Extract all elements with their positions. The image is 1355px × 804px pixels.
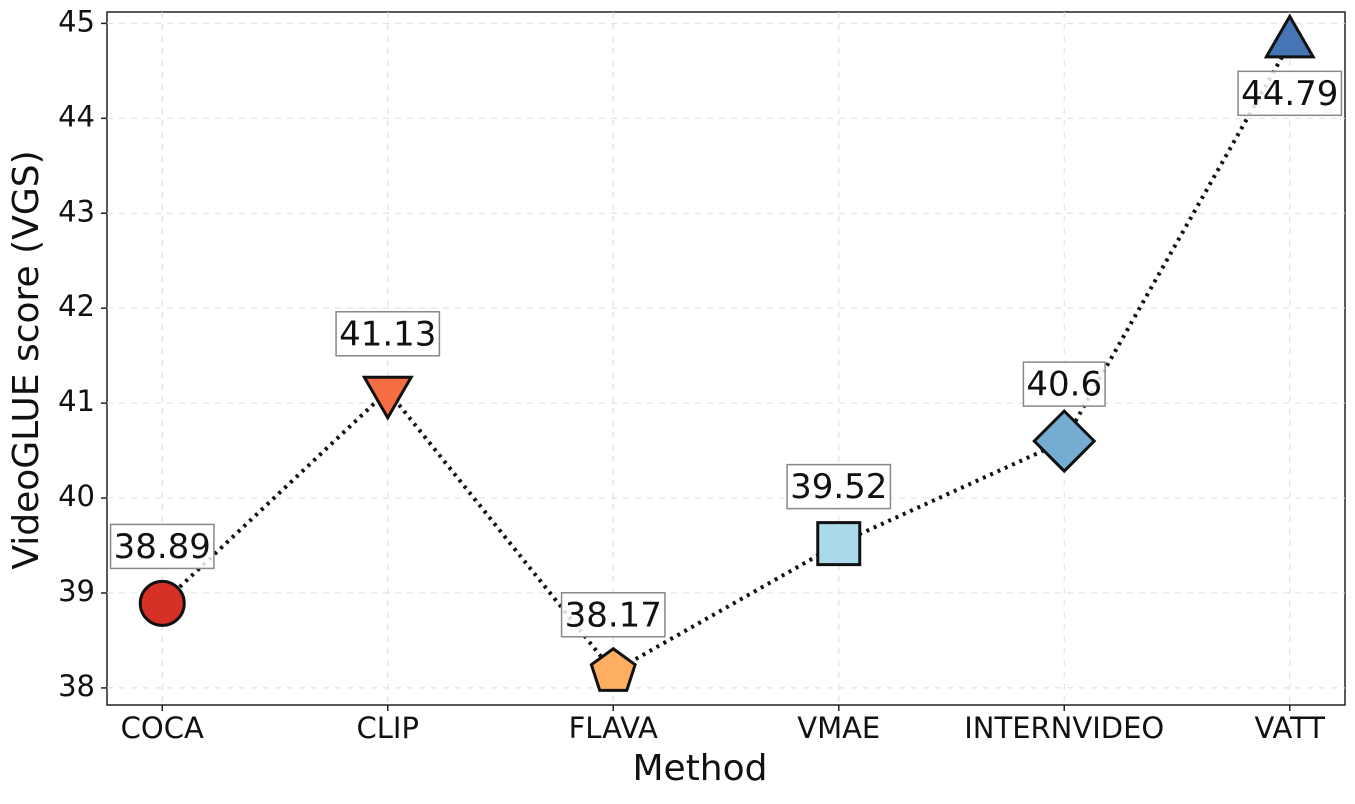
data-label: 40.6 — [1026, 365, 1102, 405]
data-label-group: 41.13 — [335, 311, 441, 357]
x-tick-label: CLIP — [357, 711, 419, 745]
y-tick-label: 38 — [58, 669, 95, 703]
marker — [816, 521, 862, 567]
x-tick-label: FLAVA — [569, 711, 658, 745]
data-label-box — [1022, 361, 1106, 407]
y-tick-label: 42 — [58, 289, 95, 323]
data-label-group: 40.6 — [1022, 361, 1106, 407]
marker — [589, 646, 637, 692]
x-tick-label: COCA — [121, 711, 204, 745]
marker — [361, 375, 414, 421]
y-axis-label: VideoGLUE score (VGS) — [6, 150, 47, 569]
data-label-group: 38.17 — [560, 592, 666, 638]
marker — [138, 579, 186, 627]
data-label-group: 44.79 — [1237, 70, 1343, 117]
line — [160, 42, 1292, 675]
plot-area — [106, 11, 1346, 706]
data-label-box — [109, 523, 215, 570]
y-tick-label: 45 — [58, 4, 95, 38]
x-tick-label: VMAE — [797, 711, 880, 745]
y-tick-label: 41 — [58, 384, 95, 418]
data-label-box — [335, 311, 441, 357]
y-tick-label: 43 — [58, 194, 95, 228]
data-label: 38.89 — [114, 527, 211, 567]
y-tick-label: 39 — [58, 574, 95, 608]
data-label-box — [560, 592, 666, 638]
x-tick-label: VATT — [1255, 711, 1326, 745]
data-label-box — [1237, 70, 1343, 117]
marker — [1263, 13, 1316, 59]
data-label-box — [786, 463, 892, 510]
data-label: 39.52 — [790, 467, 887, 507]
data-label-group: 38.89 — [109, 523, 215, 570]
data-label: 41.13 — [339, 314, 436, 354]
x-axis-label: Method — [632, 748, 767, 789]
marker — [1032, 408, 1097, 474]
y-tick-label: 44 — [58, 99, 95, 133]
data-label: 38.17 — [565, 595, 662, 635]
data-label: 44.79 — [1241, 74, 1338, 114]
data-label-group: 39.52 — [786, 463, 892, 510]
y-tick-label: 40 — [58, 479, 95, 513]
x-tick-label: INTERNVIDEO — [964, 711, 1164, 745]
